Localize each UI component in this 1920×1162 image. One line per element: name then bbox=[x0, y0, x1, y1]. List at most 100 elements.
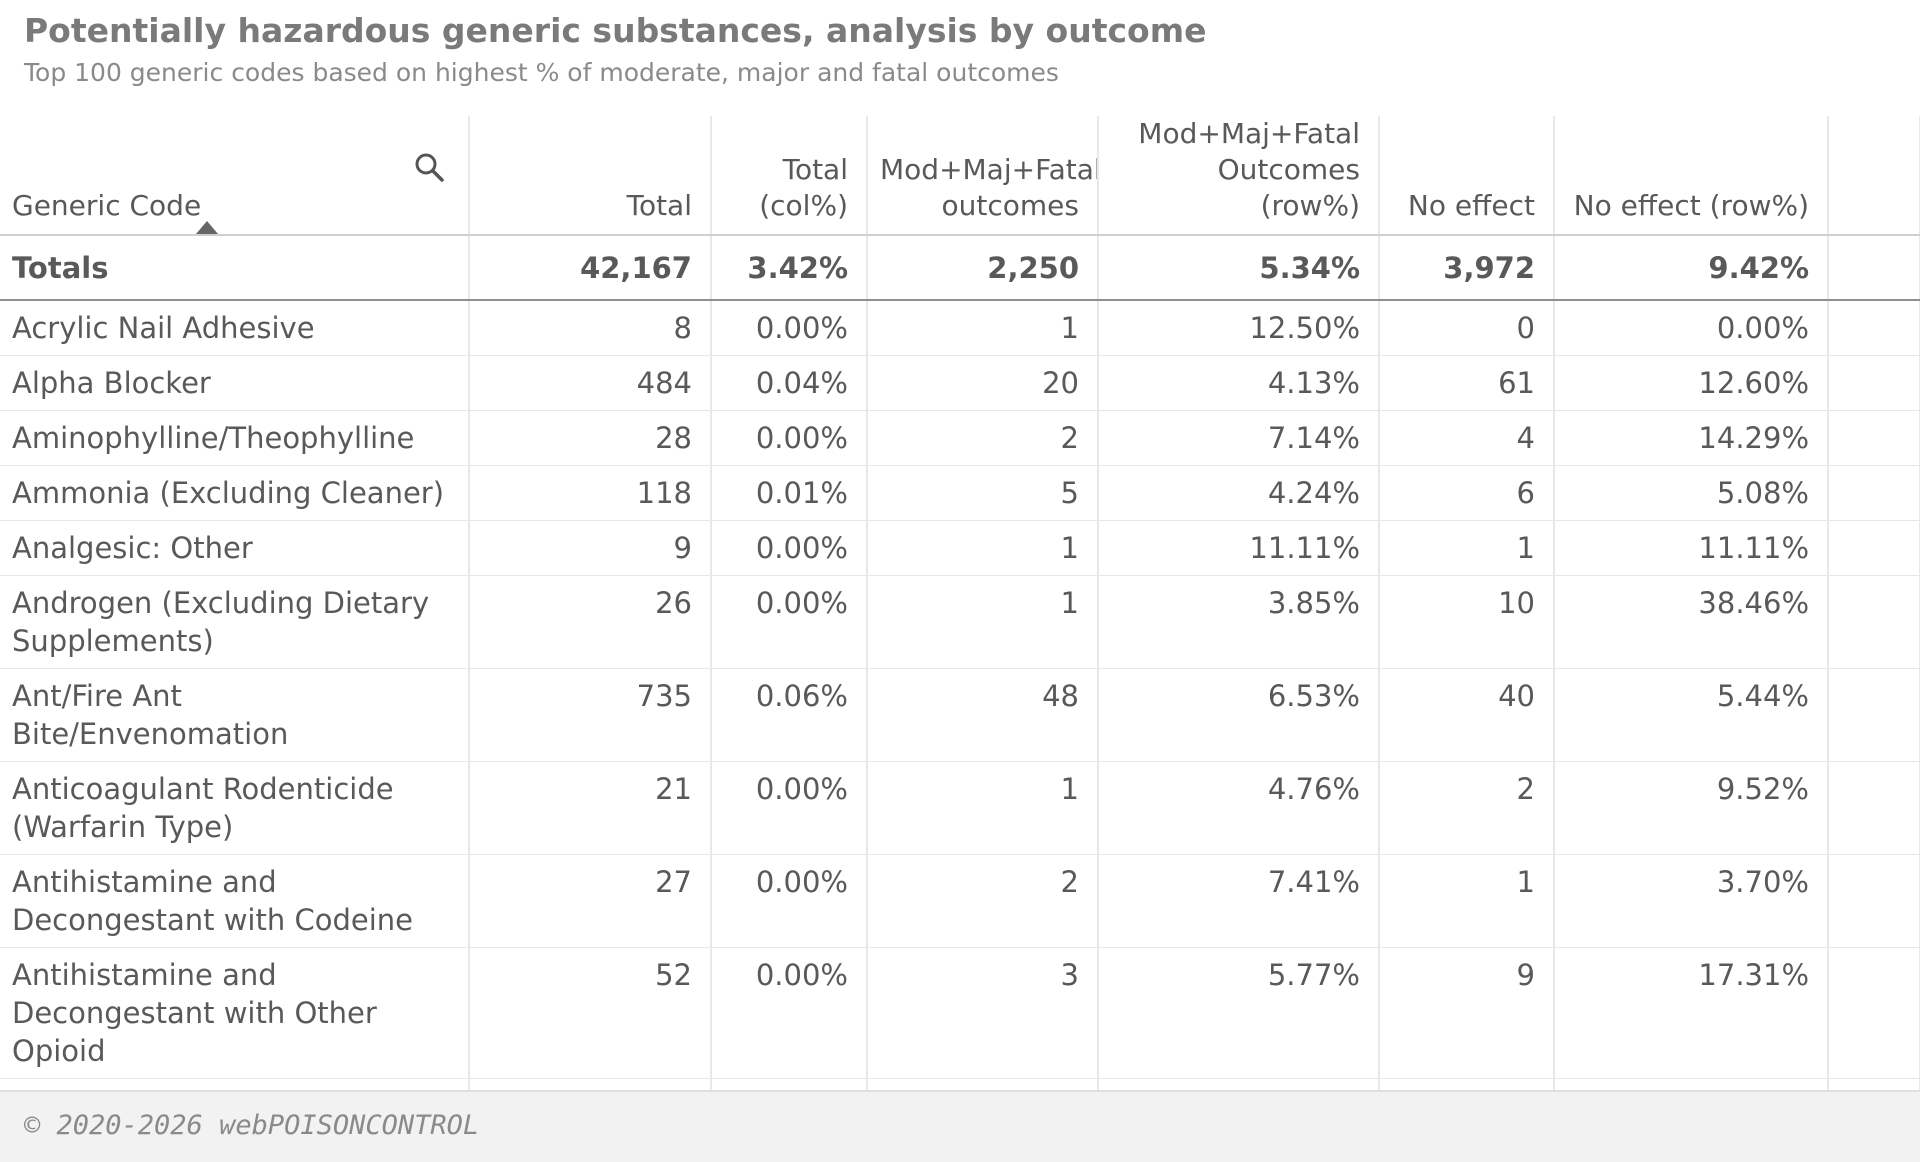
column-header-total[interactable]: Total bbox=[469, 116, 712, 236]
column-header-label: Mod+Maj+Fatal Outcomes (row%) bbox=[1138, 117, 1360, 222]
table-cell: 0.00% bbox=[711, 300, 868, 356]
totals-cell: 5.34% bbox=[1098, 235, 1380, 301]
table-cell: 7.41% bbox=[1098, 854, 1380, 948]
table-cell: 21 bbox=[469, 761, 712, 855]
table-cell: 0.00% bbox=[711, 520, 868, 576]
totals-cell: 3,972 bbox=[1379, 235, 1555, 301]
table-cell: 12.50% bbox=[1098, 300, 1380, 356]
header: Potentially hazardous generic substances… bbox=[24, 8, 1896, 90]
table-row[interactable]: Ant/Fire Ant Bite/Envenomation 735 0.06%… bbox=[0, 668, 1920, 762]
header-row: Generic Code Total Total (col%) Mod+Maj+… bbox=[0, 116, 1920, 236]
table-cell: 28 bbox=[469, 410, 712, 466]
column-header-mod-maj-fatal-row-pct[interactable]: Mod+Maj+Fatal Outcomes (row%) bbox=[1098, 116, 1380, 236]
table-row[interactable]: Androgen (Excluding Dietary Supplements)… bbox=[0, 575, 1920, 669]
column-header-label: Total (col%) bbox=[759, 153, 848, 222]
spacer-cell bbox=[1828, 465, 1920, 521]
generic-code-cell[interactable]: Anticoagulant Rodenticide (Warfarin Type… bbox=[0, 761, 470, 855]
table-row[interactable]: Alpha Blocker 484 0.04% 20 4.13% 61 12.6… bbox=[0, 355, 1920, 411]
generic-code-cell[interactable]: Analgesic: Other bbox=[0, 520, 470, 576]
table-container[interactable]: Generic Code Total Total (col%) Mod+Maj+… bbox=[0, 116, 1920, 1090]
spacer-cell bbox=[1828, 1078, 1920, 1090]
table-row[interactable]: Anticoagulant Rodenticide (Warfarin Type… bbox=[0, 761, 1920, 855]
generic-code-cell[interactable]: Androgen (Excluding Dietary Supplements) bbox=[0, 575, 470, 669]
table-cell: 3.70% bbox=[1554, 854, 1829, 948]
table-cell: 0.00% bbox=[1554, 300, 1829, 356]
table-cell: 2 bbox=[1379, 761, 1555, 855]
table-row[interactable]: Ammonia (Excluding Cleaner) 118 0.01% 5 … bbox=[0, 465, 1920, 521]
generic-code-cell[interactable]: Ammonia (Excluding Cleaner) bbox=[0, 465, 470, 521]
spacer-cell bbox=[1828, 668, 1920, 762]
table-cell: 4 bbox=[1379, 410, 1555, 466]
generic-code-cell[interactable]: Ant/Fire Ant Bite/Envenomation bbox=[0, 668, 470, 762]
table-cell: 5 bbox=[867, 465, 1099, 521]
spacer-cell bbox=[1828, 575, 1920, 669]
table-cell: 0 bbox=[1379, 300, 1555, 356]
table-row[interactable]: Aminophylline/Theophylline 28 0.00% 2 7.… bbox=[0, 410, 1920, 466]
table-cell: 6.53% bbox=[1098, 668, 1380, 762]
table-cell: 9.52% bbox=[1554, 761, 1829, 855]
table-cell: 484 bbox=[469, 355, 712, 411]
table-cell: 0.00% bbox=[711, 1078, 868, 1090]
page-title: Potentially hazardous generic substances… bbox=[24, 11, 1207, 50]
table-cell: 6.67% bbox=[1098, 1078, 1380, 1090]
table-cell: 4.76% bbox=[1098, 761, 1380, 855]
table-cell: 27 bbox=[469, 854, 712, 948]
table-cell: 3 bbox=[867, 947, 1099, 1079]
totals-cell: 3.42% bbox=[711, 235, 868, 301]
generic-code-cell[interactable]: Antihistamine and Decongestant with Othe… bbox=[0, 947, 470, 1079]
spacer-cell bbox=[1828, 947, 1920, 1079]
spacer-cell bbox=[1828, 235, 1920, 301]
column-header-label: No effect (row%) bbox=[1573, 189, 1809, 222]
column-header-no-effect[interactable]: No effect bbox=[1379, 116, 1555, 236]
generic-code-cell[interactable]: Acrylic Nail Adhesive bbox=[0, 300, 470, 356]
page-subtitle: Top 100 generic codes based on highest %… bbox=[24, 58, 1059, 87]
table-row[interactable]: Antihistamine without Opioid 15 0.00% 1 … bbox=[0, 1078, 1920, 1090]
table-cell: 14.29% bbox=[1554, 410, 1829, 466]
table-cell: 12.60% bbox=[1554, 355, 1829, 411]
table-cell: 0.00% bbox=[711, 947, 868, 1079]
footer: © 2020-2026 webPOISONCONTROL bbox=[0, 1090, 1920, 1162]
table-row[interactable]: Acrylic Nail Adhesive 8 0.00% 1 12.50% 0… bbox=[0, 300, 1920, 356]
table-row[interactable]: Antihistamine and Decongestant with Code… bbox=[0, 854, 1920, 948]
table-cell: 5.44% bbox=[1554, 668, 1829, 762]
table-cell: 0.06% bbox=[711, 668, 868, 762]
table-cell: 7.14% bbox=[1098, 410, 1380, 466]
totals-row: Totals 42,167 3.42% 2,250 5.34% 3,972 9.… bbox=[0, 235, 1920, 301]
column-header-total-col-pct[interactable]: Total (col%) bbox=[711, 116, 868, 236]
table-cell: 0.00% bbox=[711, 575, 868, 669]
column-header-spacer bbox=[1828, 116, 1920, 236]
table-cell: 0.01% bbox=[711, 465, 868, 521]
column-header-mod-maj-fatal[interactable]: Mod+Maj+Fatal outcomes bbox=[867, 116, 1099, 236]
column-header-no-effect-row-pct[interactable]: No effect (row%) bbox=[1554, 116, 1829, 236]
spacer-cell bbox=[1828, 300, 1920, 356]
column-header-generic-code[interactable]: Generic Code bbox=[0, 116, 470, 236]
totals-cell: 9.42% bbox=[1554, 235, 1829, 301]
column-header-label: Mod+Maj+Fatal outcomes bbox=[880, 153, 1098, 222]
table-cell: 5.08% bbox=[1554, 465, 1829, 521]
spacer-cell bbox=[1828, 355, 1920, 411]
table-cell: 52 bbox=[469, 947, 712, 1079]
generic-code-cell[interactable]: Antihistamine and Decongestant with Code… bbox=[0, 854, 470, 948]
search-icon[interactable] bbox=[414, 152, 444, 182]
table-cell: 1 bbox=[867, 575, 1099, 669]
spacer-cell bbox=[1828, 761, 1920, 855]
table-cell: 6 bbox=[1379, 465, 1555, 521]
table-cell: 735 bbox=[469, 668, 712, 762]
table-row[interactable]: Analgesic: Other 9 0.00% 1 11.11% 1 11.1… bbox=[0, 520, 1920, 576]
table-cell: 20 bbox=[867, 355, 1099, 411]
table-cell: 48 bbox=[867, 668, 1099, 762]
column-header-label: Generic Code bbox=[12, 189, 202, 222]
table-cell: 1 bbox=[1379, 1078, 1555, 1090]
generic-code-cell[interactable]: Alpha Blocker bbox=[0, 355, 470, 411]
generic-code-cell[interactable]: Aminophylline/Theophylline bbox=[0, 410, 470, 466]
table-cell: 2 bbox=[867, 854, 1099, 948]
table-cell: 9 bbox=[1379, 947, 1555, 1079]
table-cell: 0.00% bbox=[711, 410, 868, 466]
table-cell: 1 bbox=[867, 1078, 1099, 1090]
table-cell: 0.00% bbox=[711, 761, 868, 855]
generic-code-cell[interactable]: Antihistamine without Opioid bbox=[0, 1078, 470, 1090]
spacer-cell bbox=[1828, 854, 1920, 948]
table-cell: 11.11% bbox=[1098, 520, 1380, 576]
totals-cell: 42,167 bbox=[469, 235, 712, 301]
table-row[interactable]: Antihistamine and Decongestant with Othe… bbox=[0, 947, 1920, 1079]
